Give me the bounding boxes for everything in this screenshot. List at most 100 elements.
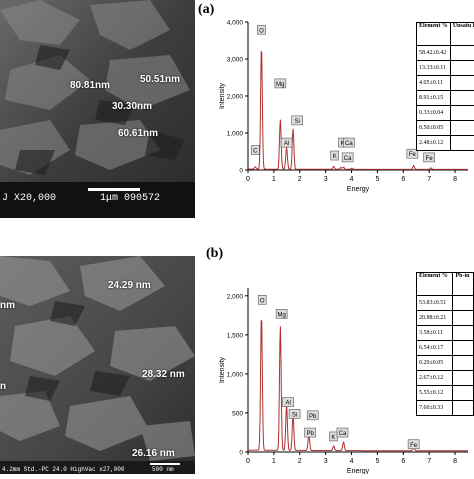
sem-annotation-b1: 24.29 nm xyxy=(108,280,151,291)
spectrum-line xyxy=(248,51,468,170)
y-tick-label: 3,000 xyxy=(227,57,244,64)
peak-label-box xyxy=(275,309,288,319)
x-tick-label: 0 xyxy=(246,458,250,465)
x-tick-label: 4 xyxy=(350,458,354,465)
y-tick-label: 2,000 xyxy=(227,293,244,300)
sem-annotation-a1: 80.81nm xyxy=(70,80,111,91)
x-tick-label: 7 xyxy=(427,458,431,465)
table-cell: 8.91±0.15 xyxy=(416,90,451,106)
panel-label-b: (b) xyxy=(206,246,224,261)
sem-image-b: 24.29 nm nm n 28.32 nm 26.16 nm 4.2mm St… xyxy=(0,256,195,474)
sem-footer-right-a: 1μm 090572 xyxy=(100,193,161,204)
table-header: Pb-in xyxy=(452,272,474,296)
table-header: Element % xyxy=(415,272,454,296)
peak-label-box xyxy=(257,24,266,35)
sem-annotation-b2: nm xyxy=(0,300,15,311)
peak-label: Mg xyxy=(277,312,285,318)
peak-label-box xyxy=(257,294,267,305)
table-cell: 53.83±0.51 xyxy=(415,295,454,311)
peak-label-box xyxy=(291,115,303,126)
y-axis-label: Intensity xyxy=(219,356,226,383)
element-table-a: Element % Unsatu Benton 58.42±0.42 13.33… xyxy=(416,22,474,151)
peak-label-box xyxy=(306,410,319,421)
peak-label: K xyxy=(333,154,337,160)
x-tick-label: 3 xyxy=(324,458,328,465)
peak-label: K xyxy=(340,141,344,147)
y-tick-label: 2,000 xyxy=(227,94,244,101)
panel-label-a: (a) xyxy=(198,2,215,17)
x-tick-label: 5 xyxy=(375,176,379,183)
sem-annotation-b4: 28.32 nm xyxy=(142,369,185,380)
eds-chart-a-svg: 0 1,000 2,000 3,000 4,000 0 1 2 3 4 5 6 7 8 Energy Inte… xyxy=(219,20,468,193)
table-cell: 0.29±0.05 xyxy=(415,355,454,371)
table-cell: 4.05±0.11 xyxy=(416,75,451,91)
table-cell: 0.33±0.04 xyxy=(416,105,451,121)
peak-label: Mg xyxy=(276,82,284,88)
peak-label-box xyxy=(250,145,260,155)
sem-texture-b xyxy=(0,256,195,474)
peak-label: Pb xyxy=(306,431,314,437)
peak-label-box xyxy=(304,427,316,438)
table-cell: 3.58±0.11 xyxy=(415,325,454,341)
peak-label: Fe xyxy=(426,156,434,162)
peak-label: Fe xyxy=(410,443,418,449)
x-tick-label: 5 xyxy=(375,458,379,465)
table-cell: 13.33±0.11 xyxy=(416,60,451,76)
element-table-b: Element % Pb-in 53.83±0.51 20.88±0.21 3.… xyxy=(415,272,474,416)
y-tick-label: 1,000 xyxy=(227,371,244,378)
x-tick-label: 6 xyxy=(401,176,405,183)
y-tick-label: 1,500 xyxy=(227,332,244,339)
x-tick-label: 2 xyxy=(298,458,302,465)
peak-label: Si xyxy=(295,119,300,125)
peak-label-box xyxy=(406,148,419,159)
table-cell: 6.54±0.17 xyxy=(415,340,454,356)
sem-texture-a xyxy=(0,0,195,218)
peak-label: Ca xyxy=(339,431,347,437)
peak-label-box xyxy=(343,137,355,148)
sem-footer-right-b: 500 nm xyxy=(152,466,174,473)
sem-footer-left-a: J X20,000 xyxy=(2,193,57,204)
table-cell: 2.67±0.12 xyxy=(415,370,454,386)
x-tick-label: 3 xyxy=(324,176,328,183)
peak-label-box xyxy=(423,152,435,163)
peak-label: Si xyxy=(292,412,297,418)
peak-label-box xyxy=(274,78,287,89)
peak-label-box xyxy=(407,439,420,450)
x-tick-label: 1 xyxy=(272,176,276,183)
table-cell: 2.48±0.12 xyxy=(416,135,451,151)
peak-label: O xyxy=(260,298,265,304)
eds-chart-a: 0 1,000 2,000 3,000 4,000 0 1 2 3 4 5 6 7 8 Energy Inte… xyxy=(210,0,474,215)
table-header: Element % xyxy=(416,22,451,46)
eds-chart-b: 0 500 1,000 1,500 2,000 0 1 2 3 4 5 6 7 8 Energy Intens… xyxy=(210,262,474,479)
x-tick-label: 6 xyxy=(401,458,405,465)
x-axis-label: Energy xyxy=(347,186,370,193)
peak-label: K xyxy=(331,435,335,441)
x-tick-label: 8 xyxy=(453,176,457,183)
peak-label: Al xyxy=(285,401,290,407)
sem-footer-left-b: 4.2mm Std.-PC 24.0 HighVac x27,000 xyxy=(2,466,125,473)
y-axis-label: Intensity xyxy=(219,82,226,109)
x-tick-label: 8 xyxy=(453,458,457,465)
table-cell: 0.50±0.05 xyxy=(416,120,451,136)
peak-label: Ca xyxy=(345,141,353,147)
x-tick-label: 7 xyxy=(427,176,431,183)
peak-label-box xyxy=(341,152,354,163)
sem-annotation-b5: 26.16 nm xyxy=(132,448,175,459)
peak-label-box xyxy=(288,408,301,419)
x-axis-label: Energy xyxy=(347,468,370,474)
sem-image-a: 80.81nm 50.51nm 30.30nm 60.61nm J X20,00… xyxy=(0,0,195,218)
peak-label: O xyxy=(259,28,264,34)
peak-label: Fe xyxy=(409,152,417,158)
y-tick-label: 500 xyxy=(232,410,243,417)
peak-label: C xyxy=(253,149,258,155)
eds-chart-b-svg: 0 500 1,000 1,500 2,000 0 1 2 3 4 5 6 7 8 Energy Intens… xyxy=(219,288,468,475)
x-tick-label: 1 xyxy=(272,458,276,465)
sem-annotation-b3: n xyxy=(0,381,7,392)
sem-annotation-a3: 30.30nm xyxy=(112,101,153,112)
table-cell: 7.60±0.33 xyxy=(415,400,454,416)
x-tick-label: 2 xyxy=(298,176,302,183)
sem-annotation-a2: 50.51nm xyxy=(140,74,181,85)
table-cell: 5.55±0.12 xyxy=(415,385,454,401)
x-tick-label: 4 xyxy=(350,176,354,183)
peak-label-box xyxy=(330,150,340,161)
